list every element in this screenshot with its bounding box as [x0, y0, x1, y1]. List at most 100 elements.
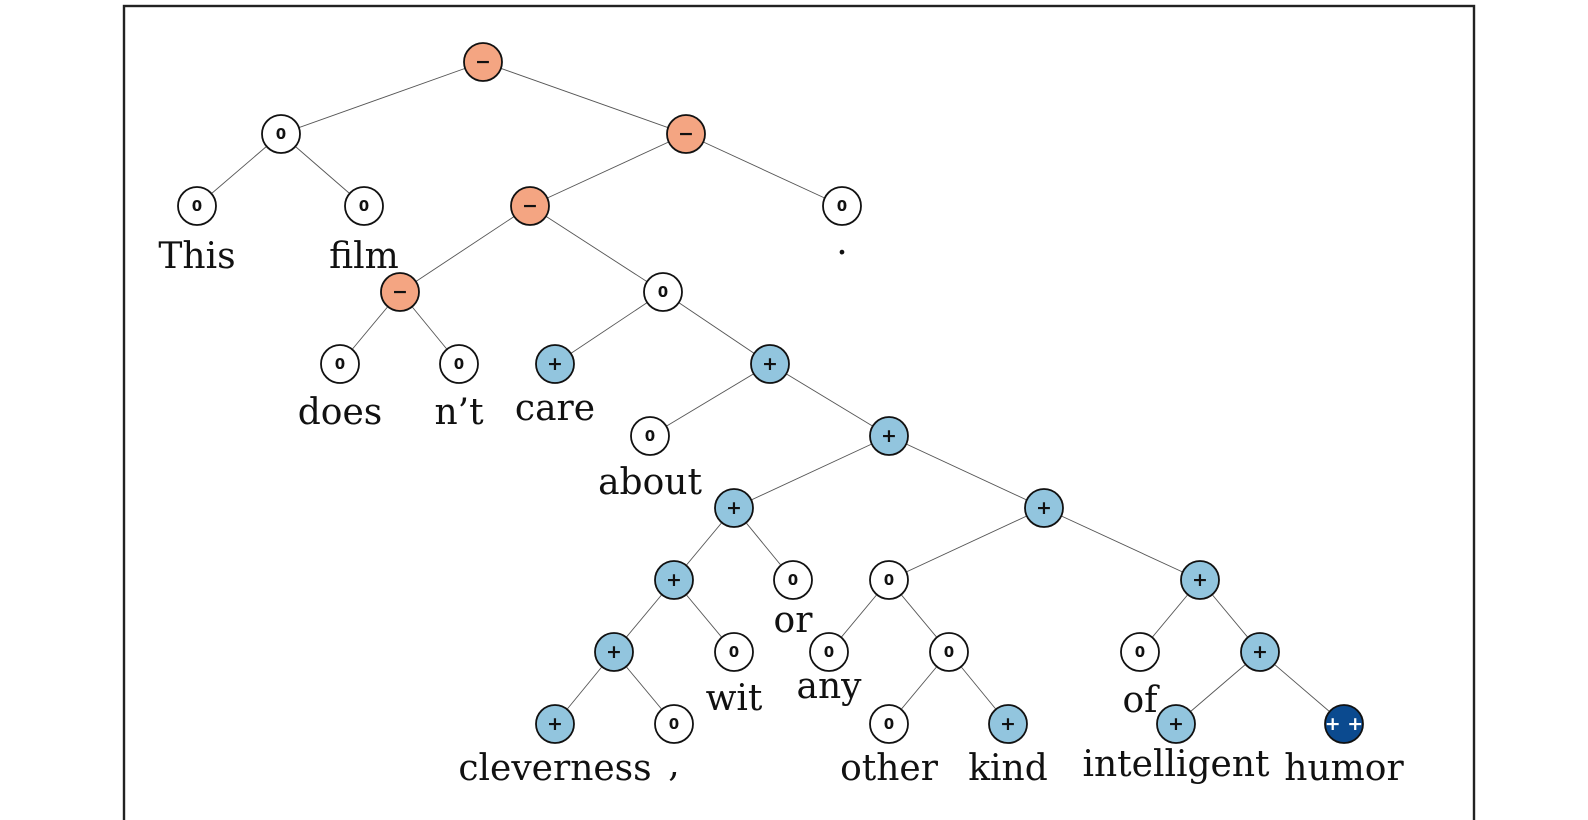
- leaf-word: wit: [706, 678, 763, 719]
- sentiment-label: +: [666, 569, 682, 591]
- sentiment-label: 0: [837, 197, 847, 215]
- tree-node-positive: +: [1240, 632, 1280, 672]
- leaf-word: does: [298, 392, 383, 433]
- tree-edge: [733, 435, 890, 509]
- node-circle: [654, 560, 694, 600]
- tree-node-neutral: 0: [177, 186, 217, 226]
- sentiment-label: 0: [192, 197, 202, 215]
- leaf-word: ,: [668, 744, 679, 785]
- node-circle: [869, 416, 909, 456]
- tree-node-neutral: 0: [869, 704, 909, 744]
- tree-node-negative: −: [380, 272, 420, 312]
- leaf-word: n’t: [434, 392, 484, 433]
- node-circle: [809, 632, 849, 672]
- tree-edge: [888, 507, 1045, 581]
- sentiment-label: 0: [884, 571, 894, 589]
- sentiment-label: −: [522, 195, 538, 217]
- node-circle: [1180, 560, 1220, 600]
- node-circle: [929, 632, 969, 672]
- sentiment-label: 0: [454, 355, 464, 373]
- tree-node-positive: +: [869, 416, 909, 456]
- tree-node-negative: −: [463, 42, 503, 82]
- sentiment-label: −: [475, 51, 491, 73]
- tree-node-neutral: 0: [630, 416, 670, 456]
- node-circle: [654, 704, 694, 744]
- tree-node-neutral: 0: [344, 186, 384, 226]
- tree-edge: [399, 205, 531, 293]
- tree-edge: [280, 61, 484, 135]
- sentiment-label: +: [547, 353, 563, 375]
- node-circle: [535, 344, 575, 384]
- node-circle: [1240, 632, 1280, 672]
- node-circle: [750, 344, 790, 384]
- sentiment-label: +: [606, 641, 622, 663]
- tree-edge: [529, 133, 687, 207]
- leaf-word: care: [515, 388, 595, 429]
- leaf-word: of: [1123, 680, 1161, 721]
- node-circle: [1024, 488, 1064, 528]
- node-circle: [643, 272, 683, 312]
- tree-node-neutral: 0: [809, 632, 849, 672]
- node-circle: [869, 560, 909, 600]
- tree-node-positive: +: [535, 344, 575, 384]
- node-circle: [380, 272, 420, 312]
- sentiment-label: +: [1000, 713, 1016, 735]
- node-circle: [666, 114, 706, 154]
- tree-node-neutral: 0: [320, 344, 360, 384]
- tree-edge: [529, 205, 664, 293]
- node-circle: [535, 704, 575, 744]
- tree-node-positive: +: [1180, 560, 1220, 600]
- node-circle: [344, 186, 384, 226]
- node-circle: [1120, 632, 1160, 672]
- sentiment-label: +: [1192, 569, 1208, 591]
- tree-node-neutral: 0: [654, 704, 694, 744]
- tree-node-negative: −: [666, 114, 706, 154]
- tree-node-neutral: 0: [929, 632, 969, 672]
- sentiment-label: 0: [824, 643, 834, 661]
- tree-node-positive: +: [594, 632, 634, 672]
- tree-node-neutral: 0: [261, 114, 301, 154]
- sentiment-label: 0: [359, 197, 369, 215]
- tree-node-negative: −: [510, 186, 550, 226]
- leaf-word: humor: [1284, 748, 1404, 789]
- sentiment-label: 0: [645, 427, 655, 445]
- sentiment-label: +: [1252, 641, 1268, 663]
- leaf-word: .: [836, 222, 847, 263]
- figure-frame: [122, 4, 1476, 820]
- sentiment-label: 0: [335, 355, 345, 373]
- tree-node-positive: +: [750, 344, 790, 384]
- tree-node-neutral: 0: [643, 272, 683, 312]
- sentiment-label: +: [881, 425, 897, 447]
- node-circle: [630, 416, 670, 456]
- node-circle: [1324, 704, 1364, 744]
- tree-node-neutral: 0: [773, 560, 813, 600]
- sentiment-label: +: [1036, 497, 1052, 519]
- sentiment-label: +: [726, 497, 742, 519]
- node-circle: [714, 488, 754, 528]
- tree-node-neutral: 0: [439, 344, 479, 384]
- node-circle: [822, 186, 862, 226]
- node-circle: [439, 344, 479, 384]
- tree-node-neutral: 0: [1120, 632, 1160, 672]
- node-circle: [510, 186, 550, 226]
- tree-edge: [554, 291, 664, 365]
- tree-node-positive: +: [1156, 704, 1196, 744]
- tree-edge: [685, 133, 843, 207]
- sentiment-label: 0: [884, 715, 894, 733]
- leaf-word: kind: [968, 748, 1048, 789]
- tree-edge: [888, 435, 1045, 509]
- leaf-word: intelligent: [1082, 744, 1270, 785]
- tree-edge: [649, 363, 771, 437]
- leaf-word: or: [774, 600, 814, 641]
- sentiment-label: +: [1168, 713, 1184, 735]
- node-circle: [594, 632, 634, 672]
- leaf-word: other: [840, 748, 939, 789]
- node-circle: [177, 186, 217, 226]
- node-circle: [988, 704, 1028, 744]
- tree-node-very-positive: + +: [1324, 704, 1364, 744]
- sentiment-label: −: [392, 281, 408, 303]
- leaf-word: about: [598, 462, 702, 503]
- leaf-word: cleverness: [458, 748, 651, 789]
- tree-node-positive: +: [654, 560, 694, 600]
